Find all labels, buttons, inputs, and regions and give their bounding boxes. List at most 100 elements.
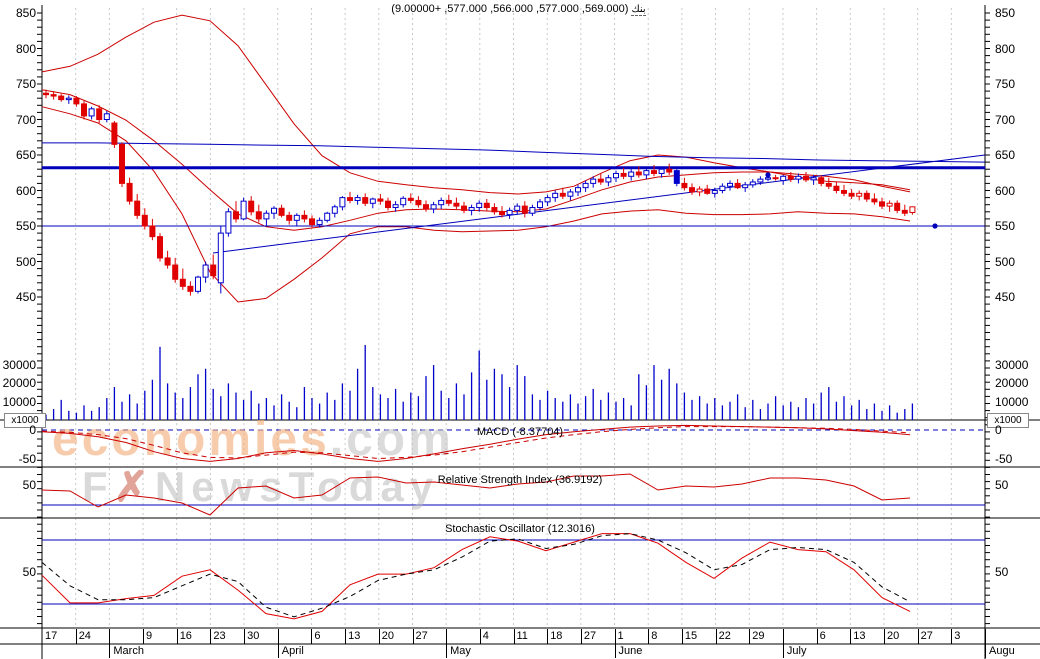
rsi-axis-label-left: 50 [22,478,36,492]
date-day-label: 30 [247,630,260,642]
stochastic-d-line [41,533,911,618]
date-day-label: 9 [146,630,153,642]
volume-bars-layer [45,344,914,420]
date-month-label: June [618,645,643,657]
date-day-label: 20 [381,630,395,642]
date-week-divider [917,629,919,644]
date-day-label: 8 [651,630,658,642]
date-day-label: 24 [78,630,91,642]
price-axis-label-left: 850 [15,6,36,20]
rsi-panel-label: Relative Strength Index (36.9192) [437,474,603,486]
watermark-x-icon: ✗ [113,463,155,510]
date-day-label: 13 [348,630,361,642]
price-axis-label-left: 600 [15,183,36,198]
macd-panel-label: MACD (-8.37704) [476,426,564,438]
date-day-label: 27 [415,630,428,642]
price-axis-label-left: 750 [15,77,36,91]
rsi-axis-label-right: 50 [995,478,1009,492]
price-axis-label-right: 650 [995,148,1016,162]
date-week-divider [412,629,414,644]
price-axis-label-left: 550 [15,219,36,233]
date-day-label: 6 [314,630,321,642]
volume-multiplier-badge: x1000 [4,413,46,428]
price-axis-label-right: 450 [995,290,1016,304]
date-week-divider [75,629,77,644]
date-week-divider [749,629,751,644]
marker-dots [765,172,938,229]
chart-plot-area[interactable] [42,5,985,628]
date-week-divider [311,629,313,644]
date-week-divider [176,629,178,644]
date-week-divider [479,629,481,644]
date-month-divider [614,629,616,658]
stoch-axis-label-right: 50 [995,564,1009,579]
watermark-economies: economies.com [52,413,454,466]
volume-axis-label-right: 10000 [995,394,1029,409]
price-axis-label-right: 850 [995,6,1016,20]
volume-axis-label-left: 30000 [2,358,36,373]
date-month-divider [985,629,986,658]
stoch-axis-label-left: 50 [22,564,36,579]
gridlines-layer [75,8,952,628]
price-axis-label-left: 450 [15,290,36,304]
macd-axis-label-left: -50 [18,451,36,466]
macd-axis-label-right: -50 [995,451,1013,466]
date-week-divider [580,629,582,644]
price-axis-label-right: 750 [995,77,1016,91]
stochastic-k-line [41,533,911,620]
date-day-label: 1 [617,630,624,642]
volume-axis-label-left: 10000 [2,394,36,409]
date-week-divider [850,629,852,644]
date-week-divider [816,629,818,644]
date-day-label: 15 [684,630,698,642]
macd-line [41,424,911,462]
price-axis-label-right: 500 [995,254,1016,269]
blue-moving-average [42,142,986,163]
date-week-divider [884,629,885,644]
candles-layer [43,89,916,296]
date-day-label: 6 [819,630,826,642]
volume-multiplier-badge: x1000 [987,413,1029,428]
date-week-divider [210,629,212,644]
price-axis-label-right: 550 [995,219,1016,233]
trendline [212,154,986,254]
macd-signal-line [41,426,911,460]
price-axis-label-left: 650 [15,148,36,162]
volume-axis-label-right: 20000 [995,376,1029,391]
date-week-divider [951,629,953,644]
volume-axis-label-left: 20000 [2,376,36,391]
date-day-label: 13 [853,630,866,642]
date-week-divider [547,629,549,644]
date-week-divider [378,629,380,644]
date-day-label: 4 [482,630,489,642]
date-day-label: 27 [583,630,597,642]
instrument-symbol: بنك [631,4,646,16]
date-day-label: 23 [213,630,226,642]
instrument-title: بنك (569.000, 577.000, 566.000, 577.000,… [300,3,740,16]
date-month-divider [277,629,279,658]
date-month-label: May [450,645,471,657]
date-day-label: 3 [954,630,961,642]
date-month-label: April [281,645,304,657]
price-axis-label-right: 800 [995,41,1016,56]
price-axis-label-left: 800 [15,41,36,56]
date-week-divider [513,629,515,644]
date-month-label: March [113,645,144,657]
price-axis-label-left: 700 [15,112,36,127]
date-month-label: July [786,645,807,657]
date-day-label: 16 [179,630,192,642]
rsi-line [41,473,911,516]
watermark-fxnewstoday: F✗NewsToday [82,463,440,510]
date-week-divider [345,629,347,644]
date-month-label: Augu [989,645,1015,657]
date-week-divider [244,629,246,644]
instrument-ohlc-quote: (569.000, 577.000, 566.000, 577.000, +9.… [391,3,629,15]
date-day-label: 22 [718,630,731,642]
date-month-divider [782,629,784,658]
price-axis-label-left: 500 [15,254,36,269]
date-day-label: 20 [887,630,900,642]
date-month-divider [446,629,448,658]
date-day-label: 18 [550,630,563,642]
